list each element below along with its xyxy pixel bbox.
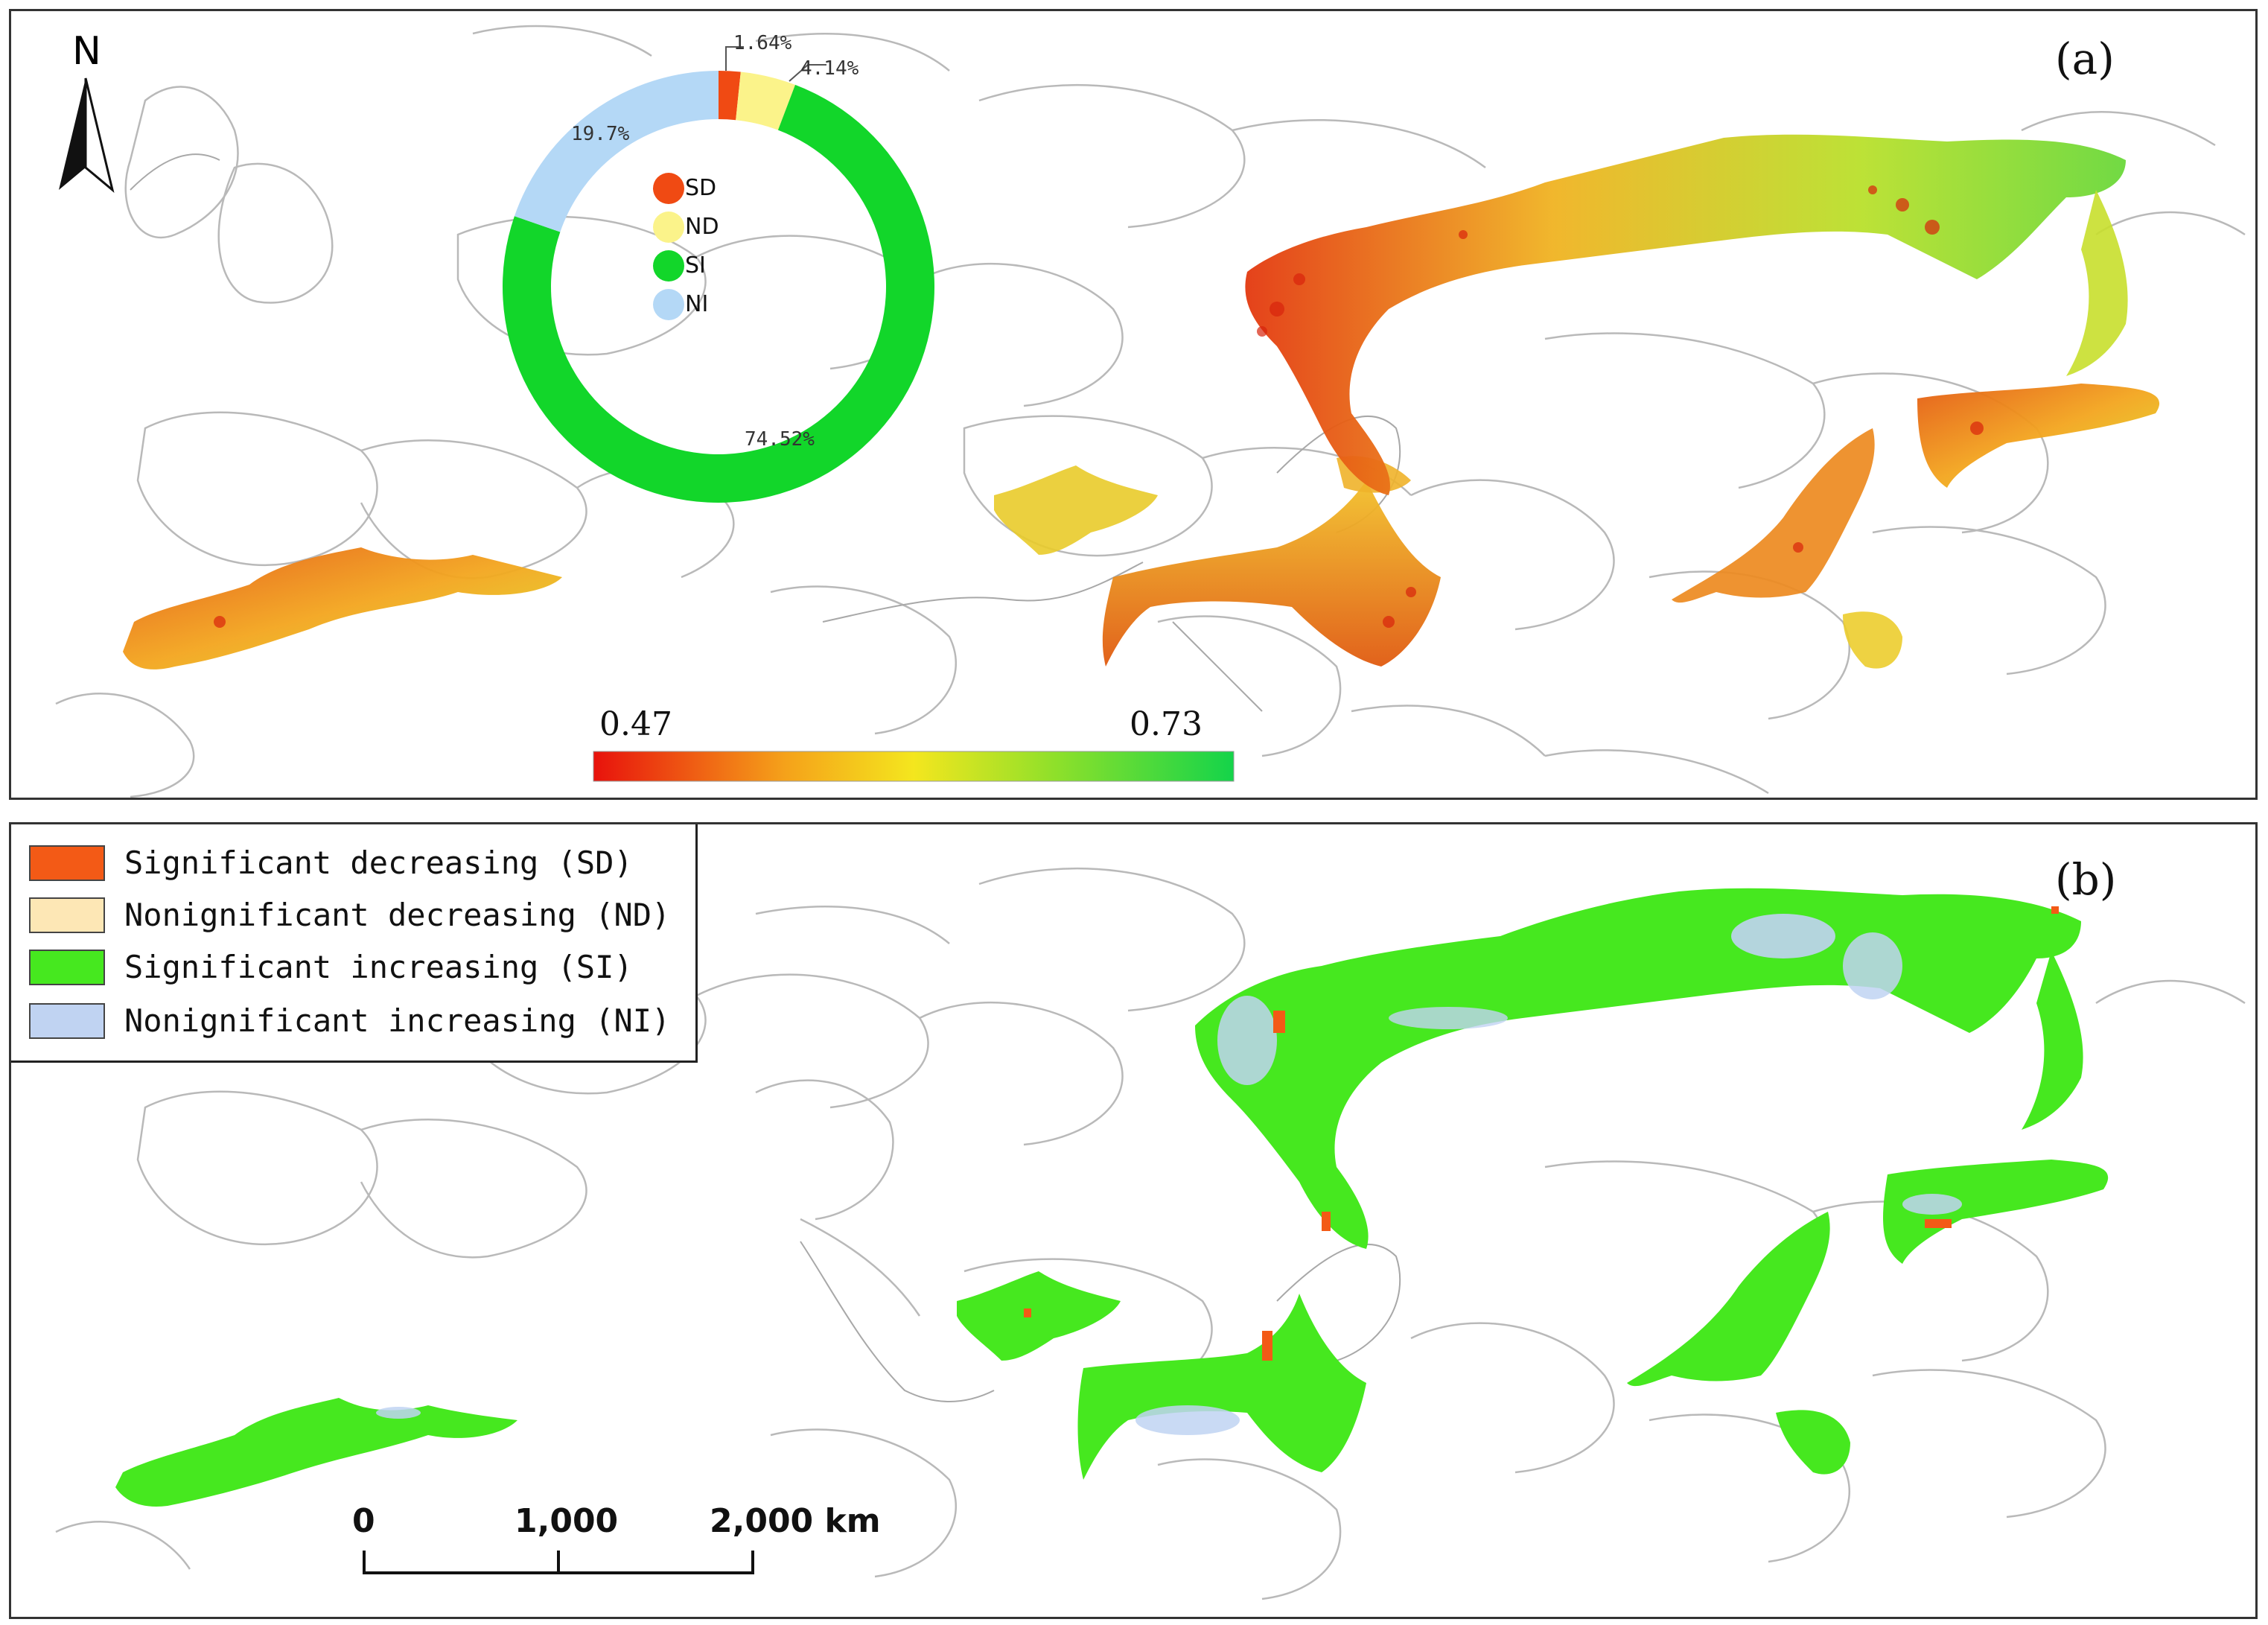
ndvi-speckle-a bbox=[214, 185, 1984, 628]
legend-text-si: Significant increasing (SI) bbox=[124, 949, 633, 985]
donut-slice-nd bbox=[736, 71, 796, 130]
trend-legend: Significant decreasing (SD) Nonignifican… bbox=[11, 824, 698, 1063]
donut-chart bbox=[503, 46, 934, 503]
donut-label-nd: 4.14% bbox=[800, 57, 859, 80]
scale-label-1000: 1,000 bbox=[515, 1502, 619, 1540]
donut-legend-nd: ND bbox=[685, 214, 719, 240]
donut-legend-si: SI bbox=[685, 252, 706, 279]
region-b-central-asia bbox=[1627, 1212, 1830, 1387]
region-north-africa bbox=[123, 547, 562, 670]
donut-label-ni: 19.7% bbox=[571, 123, 630, 145]
region-anatolia bbox=[994, 465, 1158, 555]
north-label: N bbox=[72, 29, 101, 74]
legend-swatch-ni bbox=[29, 1003, 105, 1039]
panel-b-label: (b) bbox=[2055, 854, 2117, 905]
donut-slice-sd bbox=[719, 71, 741, 121]
donut-legend-sd: SD bbox=[685, 175, 717, 201]
donut-legend-ni: NI bbox=[685, 291, 709, 317]
panel-a-map bbox=[55, 25, 2246, 798]
region-b-afghanistan bbox=[1776, 1410, 1850, 1475]
region-b-north-africa bbox=[115, 1398, 517, 1507]
region-east-kazakhstan bbox=[2066, 190, 2128, 376]
legend-swatch-sd bbox=[29, 845, 105, 881]
legend-text-nd: Nonignificant decreasing (ND) bbox=[124, 897, 671, 933]
scale-label-2000: 2,000 km bbox=[710, 1502, 881, 1540]
north-arrow-icon bbox=[59, 77, 115, 194]
panel-b: Significant decreasing (SD) Nonignifican… bbox=[9, 822, 2258, 1619]
donut-legend bbox=[653, 173, 684, 320]
donut-leader-line bbox=[725, 46, 744, 71]
scale-label-0: 0 bbox=[352, 1502, 375, 1540]
scale-bar bbox=[363, 1551, 754, 1574]
trend-patches-b bbox=[376, 906, 2059, 1435]
region-b-east-kazakhstan bbox=[2022, 951, 2083, 1130]
ndvi-regions-a bbox=[123, 134, 2160, 670]
region-b-levant bbox=[1077, 1294, 1366, 1480]
coastlines-b bbox=[800, 1241, 1401, 1402]
region-central-asia bbox=[1672, 428, 1875, 603]
country-outlines bbox=[55, 25, 2246, 798]
region-afghanistan bbox=[1843, 611, 1902, 669]
donut-legend-dot-ni bbox=[653, 289, 684, 320]
legend-text-sd: Significant decreasing (SD) bbox=[124, 845, 633, 881]
region-b-tianshan bbox=[1883, 1160, 2109, 1264]
country-outlines-b bbox=[55, 867, 2246, 1600]
region-levant-mesopotamia bbox=[1102, 480, 1441, 667]
donut-label-sd: 1.64% bbox=[733, 32, 792, 54]
colorbar bbox=[593, 751, 1235, 782]
panel-a-label: (a) bbox=[2055, 34, 2115, 84]
legend-swatch-nd bbox=[29, 897, 105, 933]
colorbar-max-label: 0.73 bbox=[1130, 705, 1203, 743]
panel-b-map bbox=[55, 867, 2246, 1600]
coastlines bbox=[130, 153, 1401, 712]
legend-text-ni: Nonignificant increasing (NI) bbox=[124, 1002, 671, 1039]
donut-legend-dot-nd bbox=[653, 212, 684, 243]
donut-leader-line bbox=[789, 64, 826, 82]
donut-legend-dot-si bbox=[653, 250, 684, 282]
region-kazakh-steppe bbox=[1245, 134, 2126, 495]
donut-slice-ni bbox=[514, 71, 719, 232]
donut-label-si: 74.52% bbox=[745, 428, 815, 451]
colorbar-min-label: 0.47 bbox=[599, 705, 672, 743]
donut-legend-dot-sd bbox=[653, 173, 684, 204]
region-tianshan bbox=[1917, 384, 2160, 488]
region-b-anatolia bbox=[957, 1271, 1121, 1361]
legend-swatch-si bbox=[29, 950, 105, 985]
panel-a: (a) N 1.64% 4.14% 74.52% 19.7% SD ND SI … bbox=[9, 9, 2258, 800]
